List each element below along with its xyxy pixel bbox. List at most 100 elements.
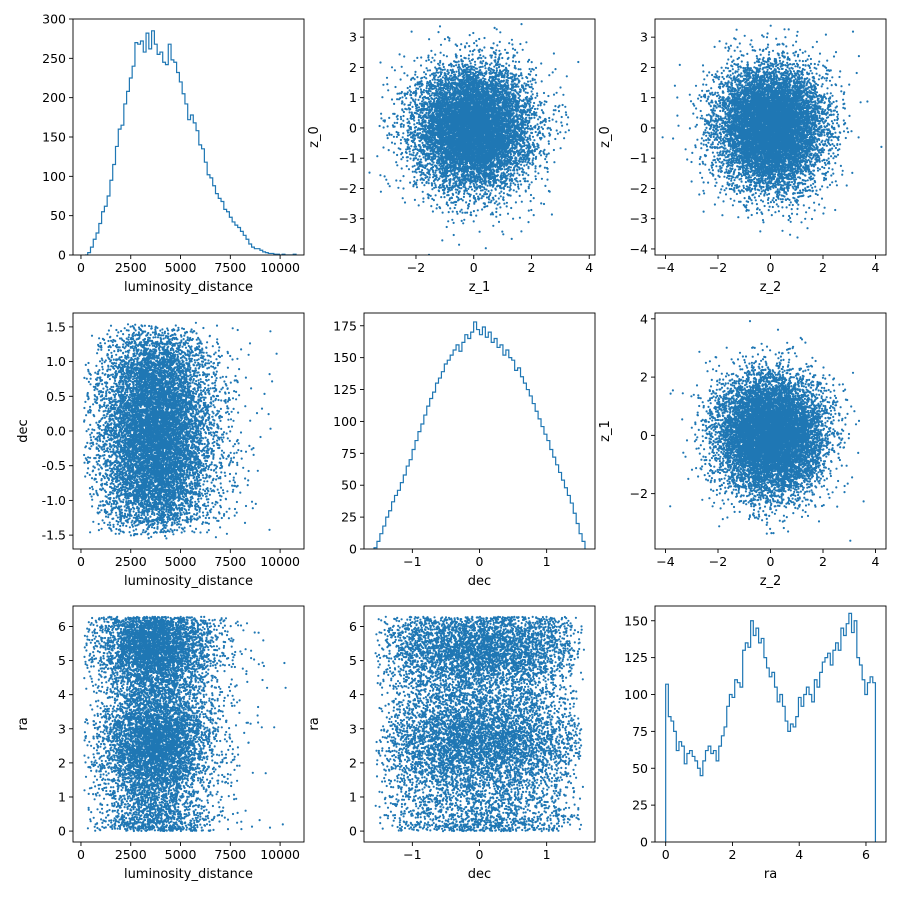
scatter-ld-dec-xlabel: luminosity_distance (124, 574, 253, 589)
hist-dec-xtick-label: 1 (543, 554, 551, 569)
scatter-z2-z1-ylabel: z_1 (598, 420, 613, 442)
scatter-z2-z0-ytick-label: 3 (640, 30, 648, 45)
scatter-ld-ra-ytick-label: 4 (58, 687, 66, 702)
scatter-ld-ra-points (83, 615, 287, 833)
scatter-z2-z1-ytick-label: 4 (640, 311, 648, 326)
hist-dec-ytick-label: 125 (333, 382, 357, 397)
scatter-ld-dec-points (83, 321, 278, 540)
scatter-z2-z0-xtick-label: 4 (872, 260, 880, 275)
scatter-z1-z0-ylabel: z_0 (307, 126, 322, 148)
scatter-z2-z0-ytick-label: 2 (640, 60, 648, 75)
hist-ra-xtick-label: 0 (662, 847, 670, 862)
scatter-z2-z0-ytick-label: −2 (630, 181, 648, 196)
hist-dec-xtick-label: 0 (476, 554, 484, 569)
hist-ra-ytick-label: 50 (632, 761, 648, 776)
scatter-z2-z1-xlabel: z_2 (760, 574, 782, 589)
scatter-ld-dec-ytick-label: 0.0 (46, 424, 66, 439)
scatter-ld-dec-xtick-label: 5000 (165, 554, 197, 569)
scatter-z1-z0-ytick-label: 2 (349, 60, 357, 75)
scatter-z2-z0-ytick-label: 0 (640, 120, 648, 135)
scatter-z1-z0-ytick-label: −4 (339, 241, 357, 256)
scatter-z2-z0-ytick-label: −4 (630, 241, 648, 256)
scatter-ld-ra-xtick-label: 5000 (165, 847, 197, 862)
scatter-z2-z0-xtick-label: −4 (656, 260, 674, 275)
scatter-ld-dec-xtick-label: 0 (77, 554, 85, 569)
scatter-z1-z0-ytick-label: 0 (349, 120, 357, 135)
hist-luminosity-distance-xtick-label: 5000 (165, 260, 197, 275)
hist-ra-ytick-label: 0 (640, 835, 648, 850)
scatter-dec-ra-ytick-label: 1 (349, 789, 357, 804)
scatter-dec-ra-xtick-label: 1 (543, 847, 551, 862)
scatter-z2-z0-xlabel: z_2 (760, 280, 782, 295)
panel-scatter-dec-ra: −1 0 1 0 1 2 3 4 5 6 dec ra (307, 605, 596, 882)
scatter-z2-z1-xtick-label: 0 (767, 554, 775, 569)
scatter-z1-z0-plot-area (368, 23, 580, 255)
scatter-dec-ra-ytick-label: 5 (349, 653, 357, 668)
hist-ra-ytick-label: 100 (624, 687, 648, 702)
scatter-ld-dec-ylabel: dec (16, 419, 31, 442)
scatter-z1-z0-xtick-label: 2 (527, 260, 535, 275)
panel-scatter-z2-z1: −4 −2 0 2 4 −2 0 2 4 z_2 z_1 (598, 311, 887, 589)
scatter-z2-z1-plot-area (669, 320, 865, 542)
scatter-z2-z0-xtick-label: 0 (767, 260, 775, 275)
scatter-ld-dec-ytick-label: 1.5 (46, 319, 66, 334)
hist-luminosity-distance-ytick-label: 100 (42, 169, 66, 184)
scatter-dec-ra-ytick-label: 2 (349, 755, 357, 770)
scatter-ld-dec-xtick-label: 10000 (260, 554, 300, 569)
hist-dec-xlabel: dec (468, 574, 491, 589)
hist-ra-xtick-label: 6 (862, 847, 870, 862)
scatter-ld-ra-xlabel: luminosity_distance (124, 867, 253, 882)
hist-luminosity-distance-ytick-label: 300 (42, 12, 66, 27)
scatter-ld-ra-plot-area (83, 615, 287, 833)
panel-scatter-z2-z0: −4 −2 0 2 4 −4 −3 −2 −1 0 1 2 3 z_2 z_0 (598, 18, 887, 295)
hist-ra-frame (654, 605, 887, 843)
scatter-ld-dec-ytick-label: -1.0 (42, 493, 66, 508)
scatter-ld-dec-xtick-label: 7500 (214, 554, 246, 569)
panel-scatter-ld-dec: 0 2500 5000 7500 10000 -1.5 -1.0 -0.5 0.0 0.5 1.0 1… (16, 312, 305, 589)
scatter-dec-ra-ytick-label: 6 (349, 619, 357, 634)
scatter-dec-ra-ytick-label: 0 (349, 824, 357, 839)
scatter-ld-ra-ytick-label: 1 (58, 789, 66, 804)
scatter-z1-z0-ytick-label: 1 (349, 90, 357, 105)
scatter-z2-z0-ytick-label: −1 (630, 151, 648, 166)
scatter-ld-ra-xtick-label: 2500 (115, 847, 147, 862)
hist-dec-ytick-label: 175 (333, 318, 357, 333)
hist-dec-ytick-label: 50 (341, 478, 357, 493)
scatter-z2-z1-xtick-label: −4 (656, 554, 674, 569)
hist-dec-ytick-label: 150 (333, 350, 357, 365)
hist-ra-xtick-label: 2 (728, 847, 736, 862)
scatter-dec-ra-ylabel: ra (307, 717, 322, 730)
scatter-ld-ra-ylabel: ra (16, 717, 31, 730)
hist-luminosity-distance-plot-area (84, 30, 297, 255)
hist-ra-step-line (665, 612, 877, 842)
hist-dec-ytick-label: 100 (333, 414, 357, 429)
scatter-ld-dec-xtick-label: 2500 (115, 554, 147, 569)
panel-hist-ra: 0 2 4 6 0 25 50 75 100 125 150 ra (624, 605, 887, 882)
scatter-ld-dec-ytick-label: 1.0 (46, 354, 66, 369)
scatter-z2-z1-ytick-label: −2 (630, 486, 648, 501)
hist-luminosity-distance-ytick-label: 200 (42, 90, 66, 105)
scatter-z2-z1-points (669, 320, 865, 542)
scatter-dec-ra-points (374, 615, 586, 833)
hist-luminosity-distance-xtick-label: 7500 (214, 260, 246, 275)
scatter-ld-ra-frame (72, 605, 305, 843)
scatter-ld-ra-ytick-label: 5 (58, 653, 66, 668)
scatter-z1-z0-points (368, 23, 580, 255)
scatter-ld-ra-xtick-label: 10000 (260, 847, 300, 862)
scatter-z1-z0-ytick-label: −3 (339, 211, 357, 226)
scatter-ld-ra-xtick-label: 0 (77, 847, 85, 862)
scatter-ld-ra-ytick-label: 6 (58, 619, 66, 634)
scatter-dec-ra-xtick-label: 0 (476, 847, 484, 862)
panel-hist-luminosity-distance: 0 2500 5000 7500 10000 0 50 100 150 200 250 300 lumi… (42, 12, 305, 295)
scatter-dec-ra-ytick-label: 4 (349, 687, 357, 702)
scatter-dec-ra-ytick-label: 3 (349, 721, 357, 736)
hist-luminosity-distance-xtick-label: 0 (77, 260, 85, 275)
hist-dec-step-line (373, 321, 586, 549)
scatter-z1-z0-xlabel: z_1 (469, 280, 491, 295)
scatter-z2-z1-xtick-label: 2 (819, 554, 827, 569)
scatter-z1-z0-ytick-label: −2 (339, 181, 357, 196)
scatter-z2-z1-xtick-label: 4 (872, 554, 880, 569)
scatter-z1-z0-ytick-label: −1 (339, 151, 357, 166)
scatter-z2-z1-xtick-label: −2 (709, 554, 727, 569)
